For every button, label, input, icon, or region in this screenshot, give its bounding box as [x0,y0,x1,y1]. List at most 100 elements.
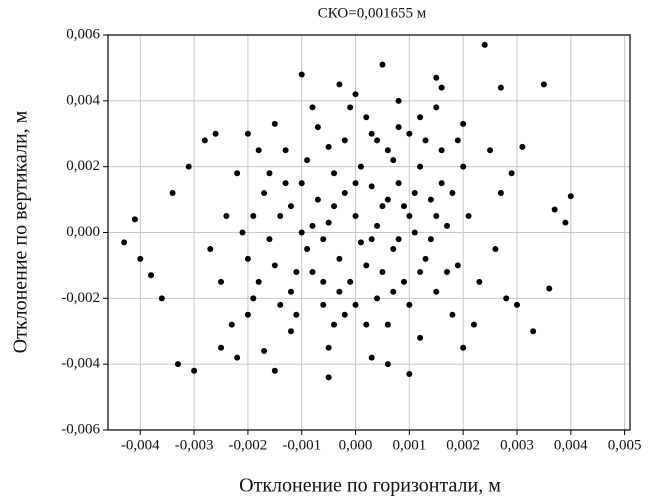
x-tick-label: -0,002 [229,437,268,453]
point [255,278,262,285]
x-tick-label: 0,000 [339,437,373,453]
point [363,321,370,328]
point [395,124,402,131]
point [438,147,445,154]
point [158,295,165,302]
x-tick-label: 0,001 [392,437,426,453]
point [239,229,246,236]
y-axis-title: Отклонение по вертикали, м [10,110,32,353]
point [341,190,348,196]
point [148,272,155,279]
point [384,147,391,154]
point [250,213,257,220]
point [250,295,257,302]
point [492,245,499,252]
x-tick-label: -0,001 [282,437,321,453]
point [255,147,262,154]
x-tick-label: 0,003 [500,437,534,453]
point [379,61,386,68]
point [363,262,370,269]
y-tick-label: -0,004 [61,356,100,372]
point [352,301,359,308]
point [207,245,214,252]
point [384,196,391,203]
point [487,147,494,154]
point [352,213,359,220]
point [277,301,284,308]
point [368,183,375,190]
point [374,295,381,302]
point [374,222,381,229]
point [454,137,461,144]
point [277,213,284,220]
point [309,222,316,229]
point [384,321,391,328]
point [320,301,327,308]
point [223,213,230,220]
point [174,361,181,368]
point [287,203,294,210]
y-tick-label: 0,002 [66,158,100,174]
point [433,213,440,220]
point [234,170,241,177]
point [325,344,332,351]
point [508,170,515,177]
point [191,367,198,374]
point [341,311,348,318]
point [320,278,327,285]
point [287,328,294,335]
point [406,130,413,137]
point [395,236,402,243]
point [293,269,300,275]
y-tick-label: -0,006 [61,421,100,437]
point [460,120,467,127]
point [261,190,268,196]
point [325,143,332,150]
point [325,374,332,381]
point [476,278,483,285]
point [282,180,289,187]
point [460,344,467,351]
point [287,288,294,295]
y-tick-label: 0,000 [66,224,100,240]
point [357,239,364,246]
point [417,269,424,275]
point [234,354,241,361]
tick-labels: -0,004 -0,003 -0,002 -0,001 0,000 0,001 0,002 0… [61,26,641,453]
point [314,124,321,131]
point [449,311,456,318]
point [352,180,359,187]
point [271,262,278,269]
point [417,334,424,341]
point [244,255,251,262]
x-tick-label: -0,003 [175,437,214,453]
point [497,84,504,91]
point [497,190,504,196]
point [562,219,569,226]
point [336,81,343,88]
point [390,288,397,295]
y-tick-label: 0,004 [66,92,100,108]
chart-title: СКО=0,001655 м [318,5,427,21]
point [228,321,235,328]
point [530,328,537,335]
x-tick-label: 0,002 [446,437,480,453]
point [384,361,391,368]
point [433,288,440,295]
point [379,203,386,210]
grid [103,34,630,435]
point [551,206,558,213]
point [298,229,305,236]
point [417,114,424,121]
point [400,203,407,210]
point [406,213,413,220]
point [185,163,192,170]
point [503,295,510,302]
points [121,41,574,381]
point [266,170,273,177]
point [379,269,386,275]
point [513,301,520,308]
point [266,236,273,243]
point [169,190,176,196]
